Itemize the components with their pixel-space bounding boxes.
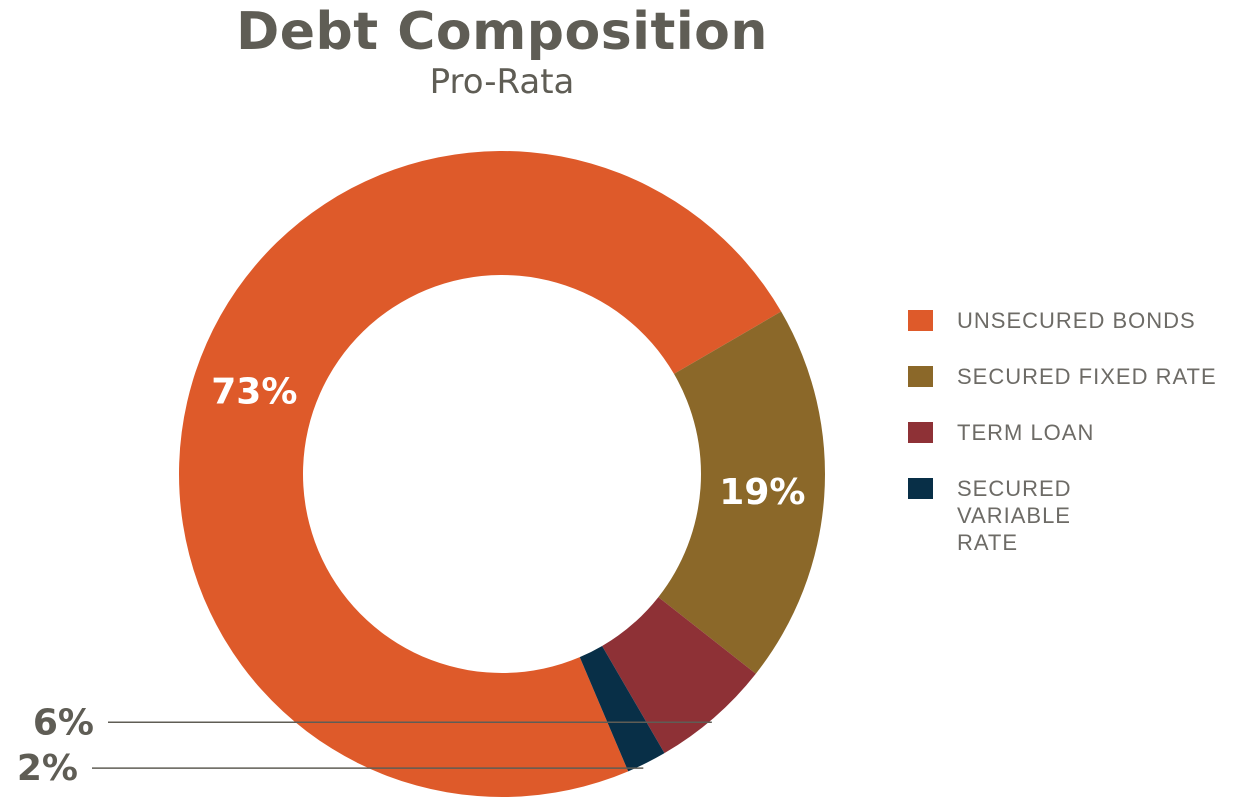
legend-label: TERM LOAN: [957, 420, 1095, 445]
legend-item-secured-variable-rate: SECURED VARIABLE RATE: [908, 475, 1217, 556]
data-label-3: 2%: [17, 748, 78, 789]
chart-title: Debt Composition: [236, 2, 768, 62]
legend-item-term-loan: TERM LOAN: [908, 419, 1217, 446]
legend-item-secured-fixed-rate: SECURED FIXED RATE: [908, 363, 1217, 390]
donut-slice-secured-fixed-rate: [658, 311, 825, 674]
donut-slice-secured-variable-rate: [579, 645, 665, 772]
legend-label: UNSECURED BONDS: [957, 308, 1196, 333]
data-label-1: 19%: [719, 472, 805, 513]
donut-slice-term-loan: [602, 597, 756, 754]
data-label-2: 6%: [33, 702, 94, 743]
legend-item-unsecured-bonds: UNSECURED BONDS: [908, 307, 1217, 334]
legend-swatch: [908, 310, 933, 331]
legend-swatch: [908, 422, 933, 443]
donut-slice-unsecured-bonds: [178, 150, 782, 797]
chart-subtitle: Pro-Rata: [429, 62, 575, 102]
legend-label: SECURED VARIABLE RATE: [957, 476, 1072, 555]
chart-legend: UNSECURED BONDS SECURED FIXED RATE TERM …: [908, 307, 1217, 585]
legend-label: SECURED FIXED RATE: [957, 364, 1217, 389]
data-label-0: 73%: [211, 372, 297, 413]
legend-swatch: [908, 366, 933, 387]
legend-swatch: [908, 478, 933, 499]
